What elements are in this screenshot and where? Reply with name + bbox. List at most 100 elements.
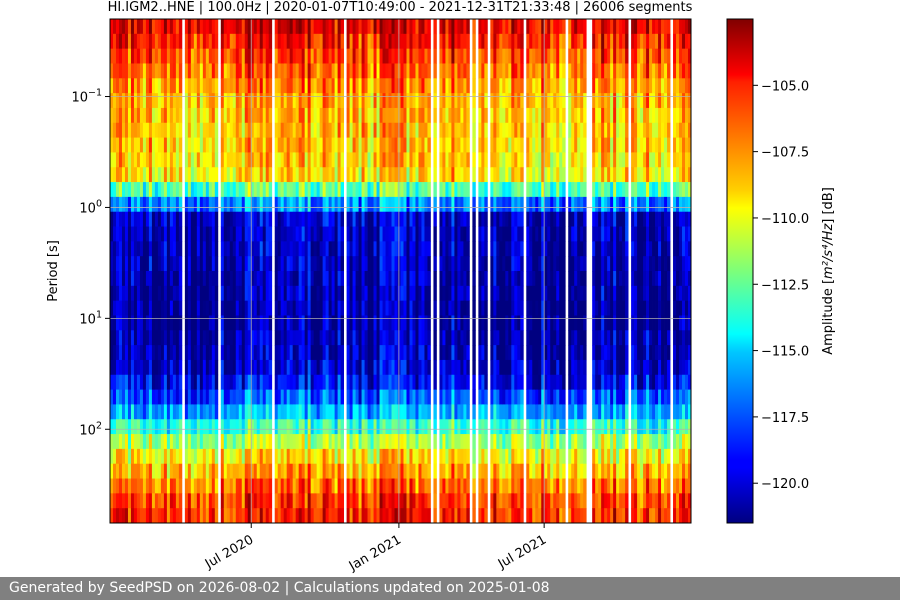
spectrogram-cell	[169, 404, 174, 420]
spectrogram-cell	[172, 48, 177, 64]
spectrogram-cell	[376, 285, 380, 302]
spectrogram-cell	[259, 256, 264, 272]
spectrogram-column	[352, 19, 356, 524]
spectrogram-cell	[496, 463, 500, 479]
spectrogram-cell	[229, 404, 234, 420]
spectrogram-cell	[412, 33, 416, 50]
spectrogram-cell	[169, 182, 174, 198]
spectrogram-cell	[379, 404, 383, 420]
spectrogram-cell	[448, 271, 452, 287]
spectrogram-cell	[142, 107, 147, 124]
spectrogram-cell	[157, 196, 162, 213]
spectrogram-column	[403, 19, 407, 524]
spectrogram-cell	[202, 359, 207, 376]
spectrogram-cell	[325, 107, 330, 124]
spectrogram-cell	[208, 315, 213, 331]
spectrogram-cell	[244, 374, 249, 390]
spectrogram-cell	[169, 463, 174, 479]
spectrogram-column	[421, 19, 425, 524]
spectrogram-cell	[340, 359, 344, 376]
spectrogram-cell	[454, 285, 458, 302]
spectrogram-cell	[406, 48, 410, 64]
spectrogram-cell	[184, 137, 189, 153]
spectrogram-cell	[130, 63, 135, 79]
spectrogram-cell	[562, 241, 566, 257]
spectrogram-cell	[169, 508, 174, 524]
spectrogram-cell	[316, 167, 321, 183]
spectrogram-cell	[256, 448, 261, 465]
spectrogram-cell	[313, 152, 318, 168]
spectrogram-cell	[517, 182, 521, 198]
spectrogram-cell	[130, 359, 135, 376]
spectrogram-cell	[454, 404, 458, 420]
spectrogram-cell	[289, 107, 294, 124]
spectrogram-cell	[364, 226, 368, 242]
spectrogram-cell	[127, 93, 132, 109]
spectrogram-cell	[358, 241, 362, 257]
spectrogram-column	[496, 19, 500, 524]
spectrogram-cell	[259, 315, 264, 331]
spectrogram-cell	[427, 211, 431, 227]
spectrogram-cell	[445, 63, 449, 79]
spectrogram-cell	[190, 211, 195, 227]
spectrogram-cell	[223, 107, 228, 124]
spectrogram-cell	[373, 93, 377, 109]
spectrogram-cell	[307, 419, 312, 435]
spectrogram-cell	[292, 448, 297, 465]
spectrogram-cell	[514, 508, 518, 524]
spectrogram-cell	[376, 315, 380, 331]
spectrogram-cell	[325, 463, 330, 479]
spectrogram-cell	[424, 404, 428, 420]
spectrogram-cell	[361, 434, 365, 450]
spectrogram-cell	[385, 167, 389, 183]
spectrogram-cell	[292, 48, 297, 64]
spectrogram-cell	[520, 463, 524, 479]
spectrogram-cell	[211, 508, 216, 524]
spectrogram-cell	[121, 419, 126, 435]
spectrogram-cell	[238, 182, 243, 198]
spectrogram-cell	[145, 285, 150, 302]
spectrogram-cell	[409, 167, 413, 183]
spectrogram-cell	[490, 374, 494, 390]
spectrogram-cell	[553, 374, 557, 390]
spectrogram-cell	[379, 463, 383, 479]
spectrogram-cell	[451, 48, 455, 64]
spectrogram-cell	[229, 359, 234, 376]
spectrogram-cell	[472, 315, 476, 331]
spectrogram-cell	[110, 63, 114, 79]
spectrogram-cell	[484, 48, 488, 64]
spectrogram-cell	[517, 419, 521, 435]
spectrogram-cell	[499, 359, 503, 376]
spectrogram-cell	[547, 122, 551, 138]
spectrogram-cell	[526, 463, 530, 479]
spectrogram-cell	[439, 196, 443, 213]
spectrogram-cell	[445, 122, 449, 138]
spectrogram-cell	[110, 137, 114, 153]
spectrogram-cell	[202, 167, 207, 183]
spectrogram-cell	[199, 463, 204, 479]
spectrogram-cell	[541, 330, 545, 346]
spectrogram-cell	[235, 211, 240, 227]
spectrogram-cell	[403, 508, 407, 524]
spectrogram-cell	[391, 419, 395, 435]
spectrogram-cell	[391, 241, 395, 257]
spectrogram-cell	[544, 315, 548, 331]
spectrogram-cell	[316, 152, 321, 168]
spectrogram-cell	[202, 478, 207, 494]
spectrogram-cell	[514, 359, 518, 376]
spectrogram-cell	[112, 285, 117, 302]
spectrogram-cell	[445, 93, 449, 109]
spectrogram-cell	[319, 315, 324, 331]
spectrogram-cell	[124, 404, 129, 420]
spectrogram-cell	[499, 493, 503, 509]
spectrogram-cell	[157, 93, 162, 109]
spectrogram-cell	[175, 389, 180, 405]
spectrogram-column	[211, 19, 216, 524]
spectrogram-cell	[127, 152, 132, 168]
spectrogram-cell	[427, 256, 431, 272]
spectrogram-cell	[298, 122, 303, 138]
spectrogram-cell	[541, 345, 545, 361]
spectrogram-cell	[196, 404, 201, 420]
spectrogram-cell	[505, 78, 509, 94]
spectrogram-cell	[274, 508, 279, 524]
